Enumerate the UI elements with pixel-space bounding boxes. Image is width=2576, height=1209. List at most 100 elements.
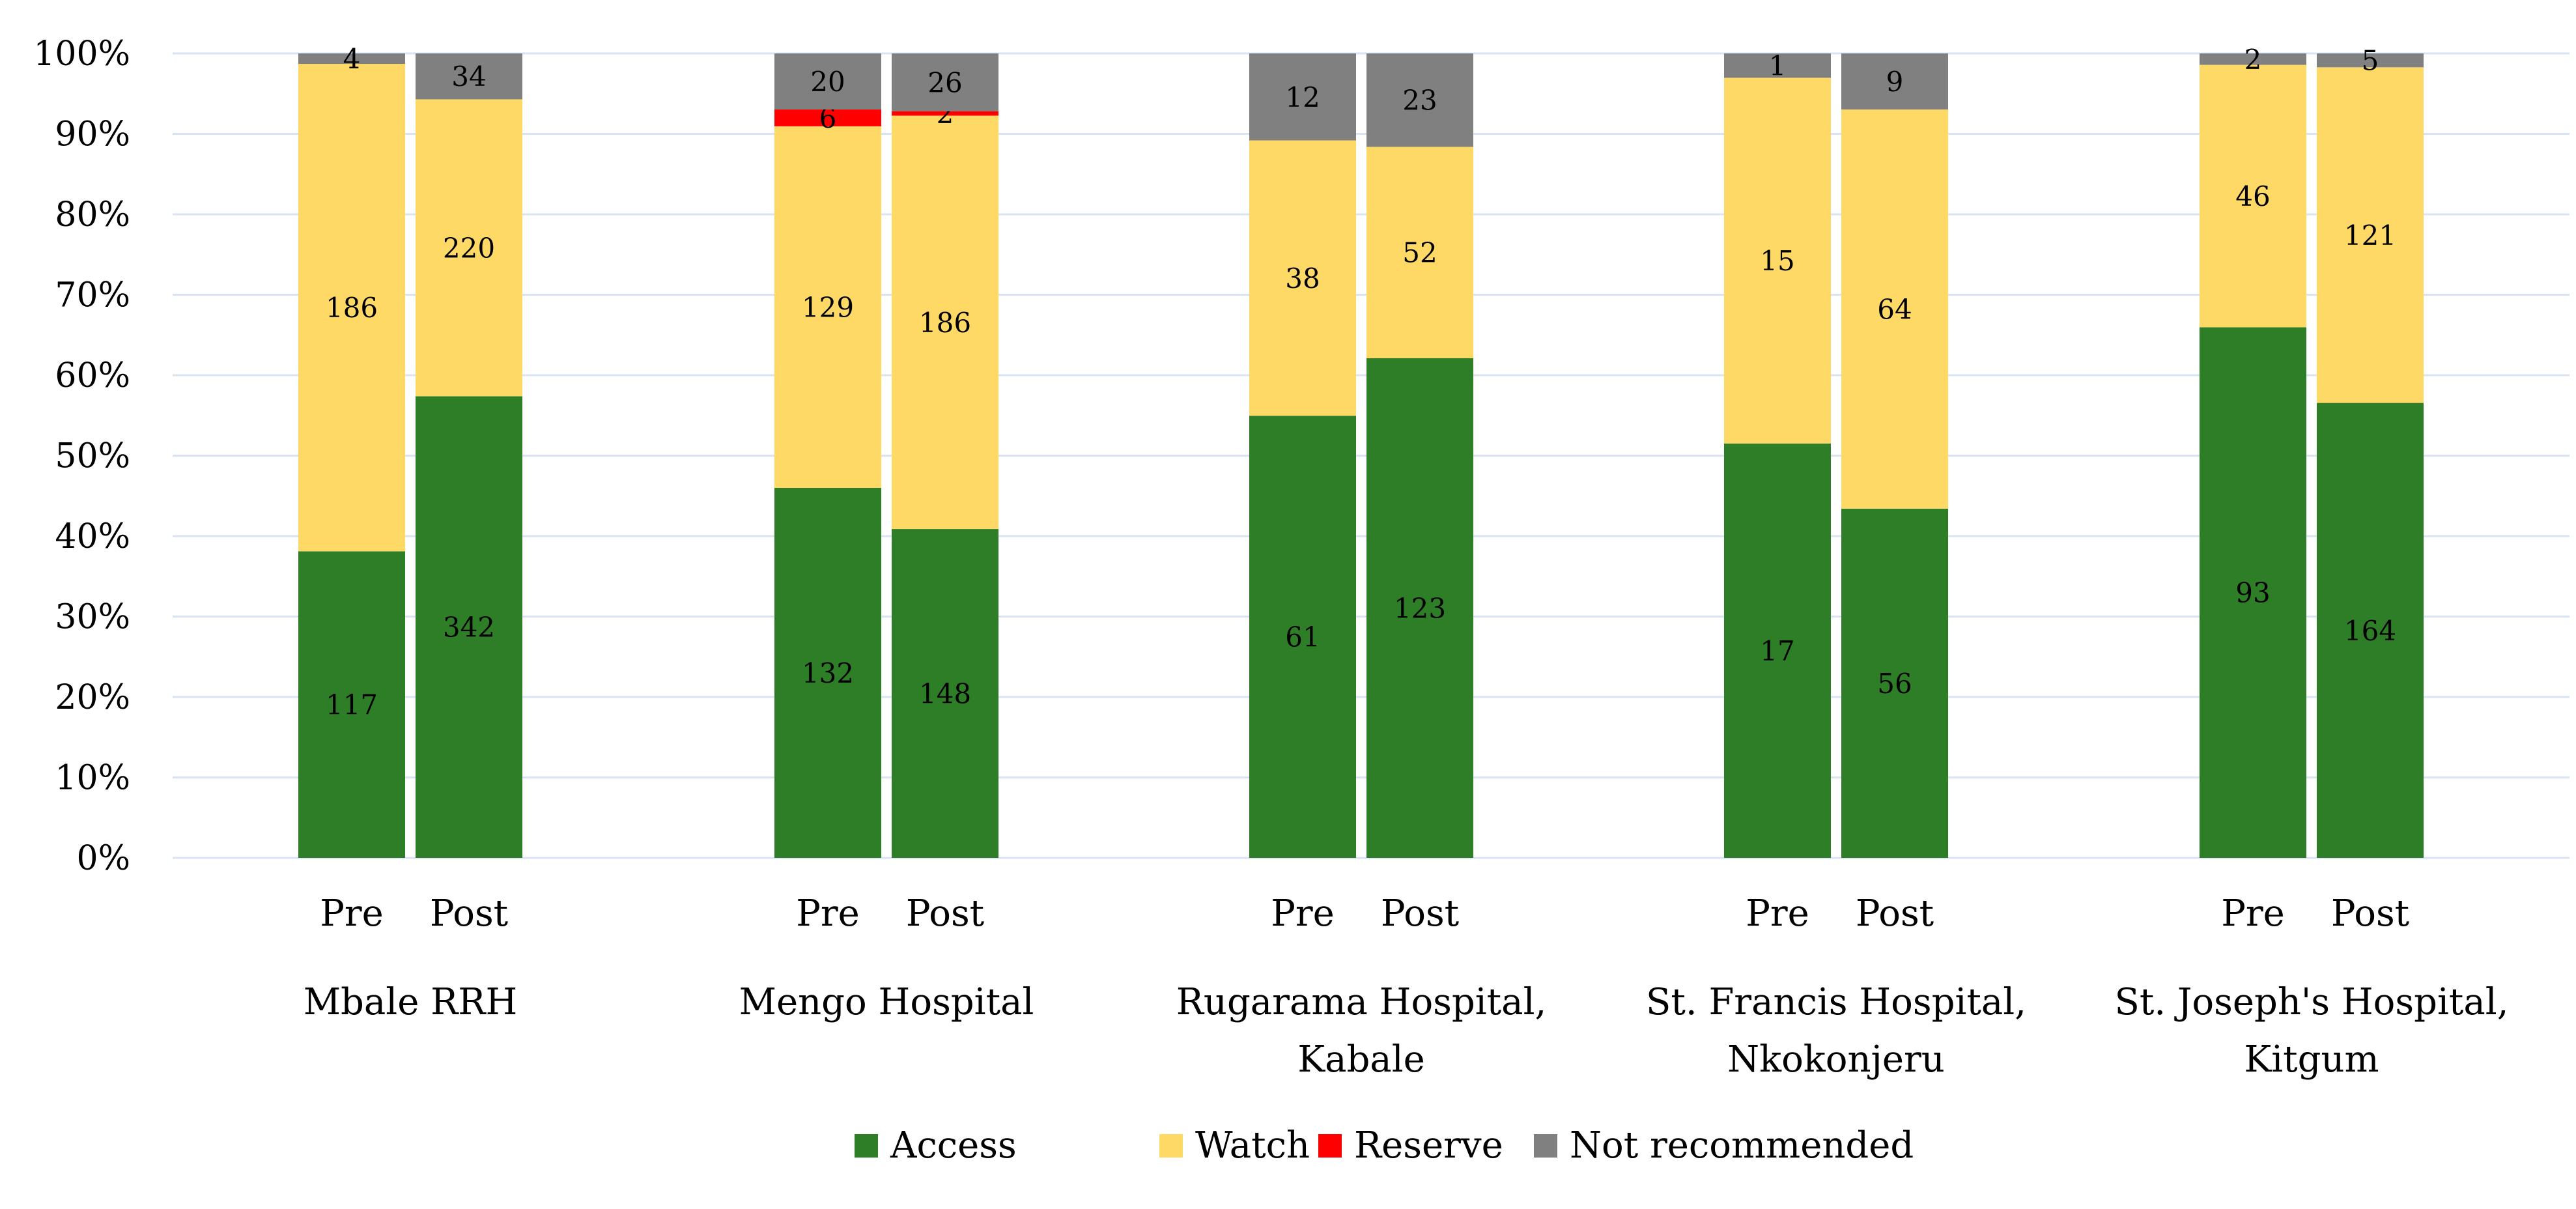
data-label-mbale-rrh-pre-watch: 186 <box>326 292 378 324</box>
x-group-label-st-joseph-s-hospital-kitgum-line-2: Kitgum <box>2244 1038 2379 1081</box>
bar-mbale-rrh-post-watch <box>416 99 522 397</box>
y-tick-label-90: 90% <box>55 115 130 154</box>
x-sub-label-mbale-rrh-pre: Pre <box>320 892 384 935</box>
x-group-label-rugarama-hospital-kabale-line-2: Kabale <box>1297 1038 1425 1081</box>
legend-label-reserve: Reserve <box>1354 1124 1503 1167</box>
data-label-mengo-hospital-pre-watch: 129 <box>802 291 854 323</box>
bar-st-francis-hospital-nkokonjeru-post-access <box>1841 508 1948 858</box>
legend-label-watch: Watch <box>1195 1124 1310 1167</box>
legend-label-access: Access <box>890 1124 1017 1167</box>
data-label-mbale-rrh-post-watch: 220 <box>443 232 495 264</box>
x-group-label-mbale-rrh: Mbale RRH <box>304 981 518 1023</box>
bar-mengo-hospital-post-watch <box>892 115 998 530</box>
x-sub-label-st-francis-hospital-nkokonjeru-pre: Pre <box>1746 892 1809 935</box>
data-label-rugarama-hospital-kabale-post-watch: 52 <box>1402 237 1437 269</box>
bar-mengo-hospital-post-reserve <box>892 111 998 116</box>
x-axis-labels: Pre Post Mbale RRH Pre Post Mengo Hospital Pre… <box>304 892 2509 1081</box>
data-label-st-francis-hospital-nkokonjeru-pre-not-recommended: 1 <box>1769 50 1787 82</box>
x-sub-label-st-joseph-s-hospital-kitgum-pre: Pre <box>2221 892 2285 935</box>
bar-mbale-rrh-pre-watch <box>298 64 405 552</box>
y-axis-tick-labels: 0% 10% 20% 30% 40% 50% 60% 70% 80% 90% 100% <box>33 35 130 878</box>
x-sub-label-mengo-hospital-post: Post <box>906 892 985 935</box>
data-label-st-joseph-s-hospital-kitgum-pre-not-recommended: 2 <box>2244 44 2262 76</box>
data-label-mbale-rrh-pre-access: 117 <box>326 689 378 721</box>
x-group-label-st-francis-hospital-nkokonjeru-line-1: St. Francis Hospital, <box>1646 981 2026 1023</box>
data-label-st-francis-hospital-nkokonjeru-post-not-recommended: 9 <box>1886 66 1904 98</box>
bar-rugarama-hospital-kabale-post-watch <box>1366 147 1473 358</box>
legend: Access Watch Reserve Not recommended <box>855 1124 1914 1167</box>
x-sub-label-st-joseph-s-hospital-kitgum-post: Post <box>2331 892 2410 935</box>
data-label-st-joseph-s-hospital-kitgum-post-watch: 121 <box>2344 220 2396 251</box>
y-tick-label-80: 80% <box>55 195 130 235</box>
data-label-st-francis-hospital-nkokonjeru-post-access: 56 <box>1877 668 1912 700</box>
bar-st-joseph-s-hospital-kitgum-post-access <box>2317 403 2424 858</box>
x-sub-label-st-francis-hospital-nkokonjeru-post: Post <box>1856 892 1934 935</box>
bar-st-francis-hospital-nkokonjeru-post-watch <box>1841 109 1948 509</box>
x-group-label-mengo-hospital: Mengo Hospital <box>739 981 1034 1023</box>
x-group-label-st-joseph-s-hospital-kitgum-line-1: St. Joseph's Hospital, <box>2114 981 2508 1023</box>
data-label-st-joseph-s-hospital-kitgum-pre-access: 93 <box>2235 577 2270 609</box>
y-tick-label-70: 70% <box>55 276 130 315</box>
data-label-st-joseph-s-hospital-kitgum-post-access: 164 <box>2344 615 2396 647</box>
bar-mbale-rrh-post-access <box>416 396 522 858</box>
data-label-mengo-hospital-post-access: 148 <box>919 678 971 710</box>
data-label-st-joseph-s-hospital-kitgum-pre-watch: 46 <box>2235 180 2270 212</box>
legend-swatch-reserve <box>1318 1134 1342 1158</box>
data-label-rugarama-hospital-kabale-pre-access: 61 <box>1285 621 1320 653</box>
data-label-rugarama-hospital-kabale-pre-not-recommended: 12 <box>1285 81 1320 113</box>
bar-mengo-hospital-post-access <box>892 529 998 858</box>
bar-mengo-hospital-pre-watch <box>774 126 881 488</box>
data-label-st-francis-hospital-nkokonjeru-pre-access: 17 <box>1760 635 1794 667</box>
bar-st-joseph-s-hospital-kitgum-pre-watch <box>2200 64 2306 328</box>
data-label-mengo-hospital-pre-access: 132 <box>802 657 854 689</box>
legend-label-not-recommended: Not recommended <box>1570 1124 1914 1167</box>
data-label-mbale-rrh-pre-not-recommended: 4 <box>343 43 361 75</box>
data-label-mbale-rrh-post-access: 342 <box>443 612 495 644</box>
bar-mengo-hospital-post-not-recommended <box>892 53 998 111</box>
legend-swatch-watch <box>1159 1134 1183 1158</box>
legend-swatch-access <box>855 1134 878 1158</box>
y-tick-label-50: 50% <box>55 437 130 476</box>
data-label-rugarama-hospital-kabale-post-not-recommended: 23 <box>1402 85 1437 117</box>
data-label-mengo-hospital-post-not-recommended: 26 <box>927 66 962 98</box>
y-tick-label-60: 60% <box>55 356 130 395</box>
data-label-st-francis-hospital-nkokonjeru-post-watch: 64 <box>1877 294 1912 326</box>
bar-rugarama-hospital-kabale-pre-access <box>1249 416 1356 858</box>
data-label-mengo-hospital-pre-not-recommended: 20 <box>810 66 845 98</box>
y-tick-label-0: 0% <box>77 839 131 878</box>
x-group-label-st-francis-hospital-nkokonjeru-line-2: Nkokonjeru <box>1727 1038 1945 1081</box>
data-label-mbale-rrh-post-not-recommended: 34 <box>451 61 486 92</box>
bar-mengo-hospital-pre-reserve <box>774 109 881 126</box>
y-tick-label-20: 20% <box>55 678 130 717</box>
bar-mengo-hospital-pre-not-recommended <box>774 53 881 110</box>
data-label-st-francis-hospital-nkokonjeru-pre-watch: 15 <box>1760 245 1794 277</box>
bar-st-joseph-s-hospital-kitgum-post-watch <box>2317 67 2424 403</box>
bars: 1171864342220341321296201481862266138121… <box>298 43 2424 858</box>
bar-st-francis-hospital-nkokonjeru-pre-watch <box>1724 78 1831 444</box>
bar-st-joseph-s-hospital-kitgum-pre-access <box>2200 327 2306 858</box>
data-label-st-joseph-s-hospital-kitgum-post-not-recommended: 5 <box>2362 45 2379 77</box>
x-sub-label-mbale-rrh-post: Post <box>430 892 509 935</box>
bar-mbale-rrh-pre-access <box>298 551 405 858</box>
x-group-label-rugarama-hospital-kabale-line-1: Rugarama Hospital, <box>1176 981 1547 1023</box>
bar-rugarama-hospital-kabale-pre-watch <box>1249 140 1356 416</box>
bar-st-francis-hospital-nkokonjeru-post-not-recommended <box>1841 53 1948 110</box>
bar-st-joseph-s-hospital-kitgum-post-not-recommended <box>2317 53 2424 68</box>
bar-st-francis-hospital-nkokonjeru-pre-access <box>1724 443 1831 858</box>
data-label-mengo-hospital-post-watch: 186 <box>919 307 971 339</box>
bar-rugarama-hospital-kabale-post-not-recommended <box>1366 53 1473 147</box>
data-label-rugarama-hospital-kabale-pre-watch: 38 <box>1285 263 1320 294</box>
legend-swatch-not-recommended <box>1534 1134 1557 1158</box>
bar-st-francis-hospital-nkokonjeru-pre-not-recommended <box>1724 53 1831 78</box>
bar-mbale-rrh-pre-not-recommended <box>298 53 405 64</box>
x-sub-label-rugarama-hospital-kabale-pre: Pre <box>1271 892 1335 935</box>
y-tick-label-100: 100% <box>33 35 130 74</box>
y-tick-label-30: 30% <box>55 598 130 637</box>
bar-mbale-rrh-post-not-recommended <box>416 53 522 100</box>
data-label-rugarama-hospital-kabale-post-access: 123 <box>1394 592 1446 624</box>
x-sub-label-rugarama-hospital-kabale-post: Post <box>1381 892 1460 935</box>
bar-st-joseph-s-hospital-kitgum-pre-not-recommended <box>2200 53 2306 65</box>
bar-rugarama-hospital-kabale-post-access <box>1366 358 1473 858</box>
